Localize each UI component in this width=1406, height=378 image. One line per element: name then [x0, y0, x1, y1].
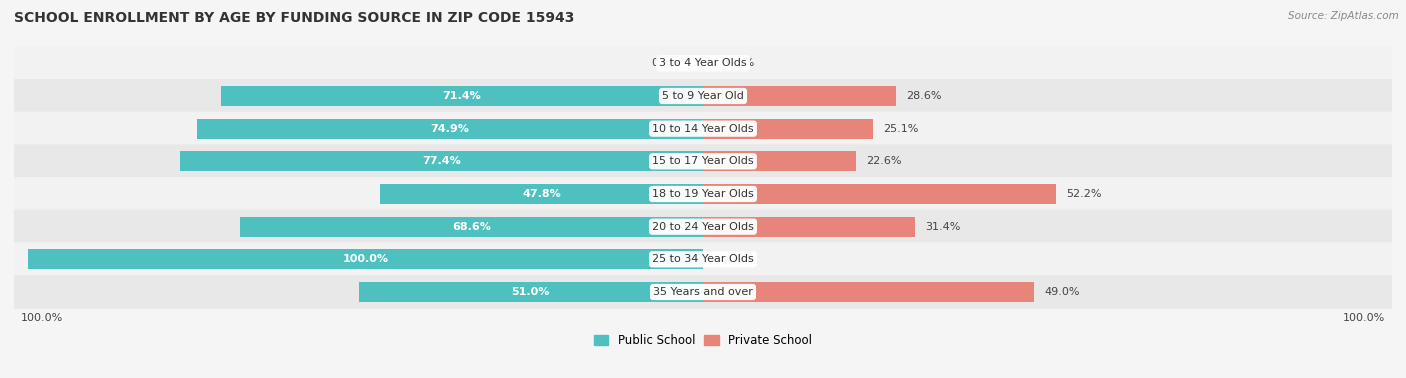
Text: 25 to 34 Year Olds: 25 to 34 Year Olds [652, 254, 754, 264]
Text: 77.4%: 77.4% [422, 156, 461, 166]
Text: 100.0%: 100.0% [21, 313, 63, 323]
Text: 51.0%: 51.0% [512, 287, 550, 297]
Text: 10 to 14 Year Olds: 10 to 14 Year Olds [652, 124, 754, 134]
FancyBboxPatch shape [14, 46, 1392, 80]
Text: 15 to 17 Year Olds: 15 to 17 Year Olds [652, 156, 754, 166]
Text: Source: ZipAtlas.com: Source: ZipAtlas.com [1288, 11, 1399, 21]
Text: 52.2%: 52.2% [1066, 189, 1101, 199]
Bar [380, 184, 703, 204]
Text: 100.0%: 100.0% [342, 254, 388, 264]
Bar [28, 249, 703, 270]
Bar [703, 217, 915, 237]
FancyBboxPatch shape [14, 210, 1392, 244]
Text: 0.0%: 0.0% [727, 254, 755, 264]
Text: 20 to 24 Year Olds: 20 to 24 Year Olds [652, 222, 754, 232]
Text: 35 Years and over: 35 Years and over [652, 287, 754, 297]
Text: 71.4%: 71.4% [443, 91, 481, 101]
Text: 74.9%: 74.9% [430, 124, 470, 134]
Text: SCHOOL ENROLLMENT BY AGE BY FUNDING SOURCE IN ZIP CODE 15943: SCHOOL ENROLLMENT BY AGE BY FUNDING SOUR… [14, 11, 575, 25]
Text: 31.4%: 31.4% [925, 222, 960, 232]
Text: 0.0%: 0.0% [651, 58, 679, 68]
Text: 47.8%: 47.8% [522, 189, 561, 199]
Text: 28.6%: 28.6% [907, 91, 942, 101]
Bar [703, 184, 1056, 204]
Text: 68.6%: 68.6% [451, 222, 491, 232]
Legend: Public School, Private School: Public School, Private School [589, 329, 817, 352]
Text: 0.0%: 0.0% [727, 58, 755, 68]
Text: 100.0%: 100.0% [1343, 313, 1385, 323]
Text: 5 to 9 Year Old: 5 to 9 Year Old [662, 91, 744, 101]
FancyBboxPatch shape [14, 144, 1392, 178]
FancyBboxPatch shape [14, 112, 1392, 146]
FancyBboxPatch shape [14, 79, 1392, 113]
FancyBboxPatch shape [14, 242, 1392, 276]
Bar [703, 119, 873, 139]
Bar [197, 119, 703, 139]
Text: 49.0%: 49.0% [1045, 287, 1080, 297]
Bar [239, 217, 703, 237]
Bar [359, 282, 703, 302]
Bar [703, 151, 856, 172]
FancyBboxPatch shape [14, 275, 1392, 309]
Bar [180, 151, 703, 172]
Text: 3 to 4 Year Olds: 3 to 4 Year Olds [659, 58, 747, 68]
Bar [221, 86, 703, 106]
FancyBboxPatch shape [14, 177, 1392, 211]
Text: 22.6%: 22.6% [866, 156, 901, 166]
Text: 18 to 19 Year Olds: 18 to 19 Year Olds [652, 189, 754, 199]
Bar [703, 86, 896, 106]
Text: 25.1%: 25.1% [883, 124, 918, 134]
Bar [703, 282, 1033, 302]
